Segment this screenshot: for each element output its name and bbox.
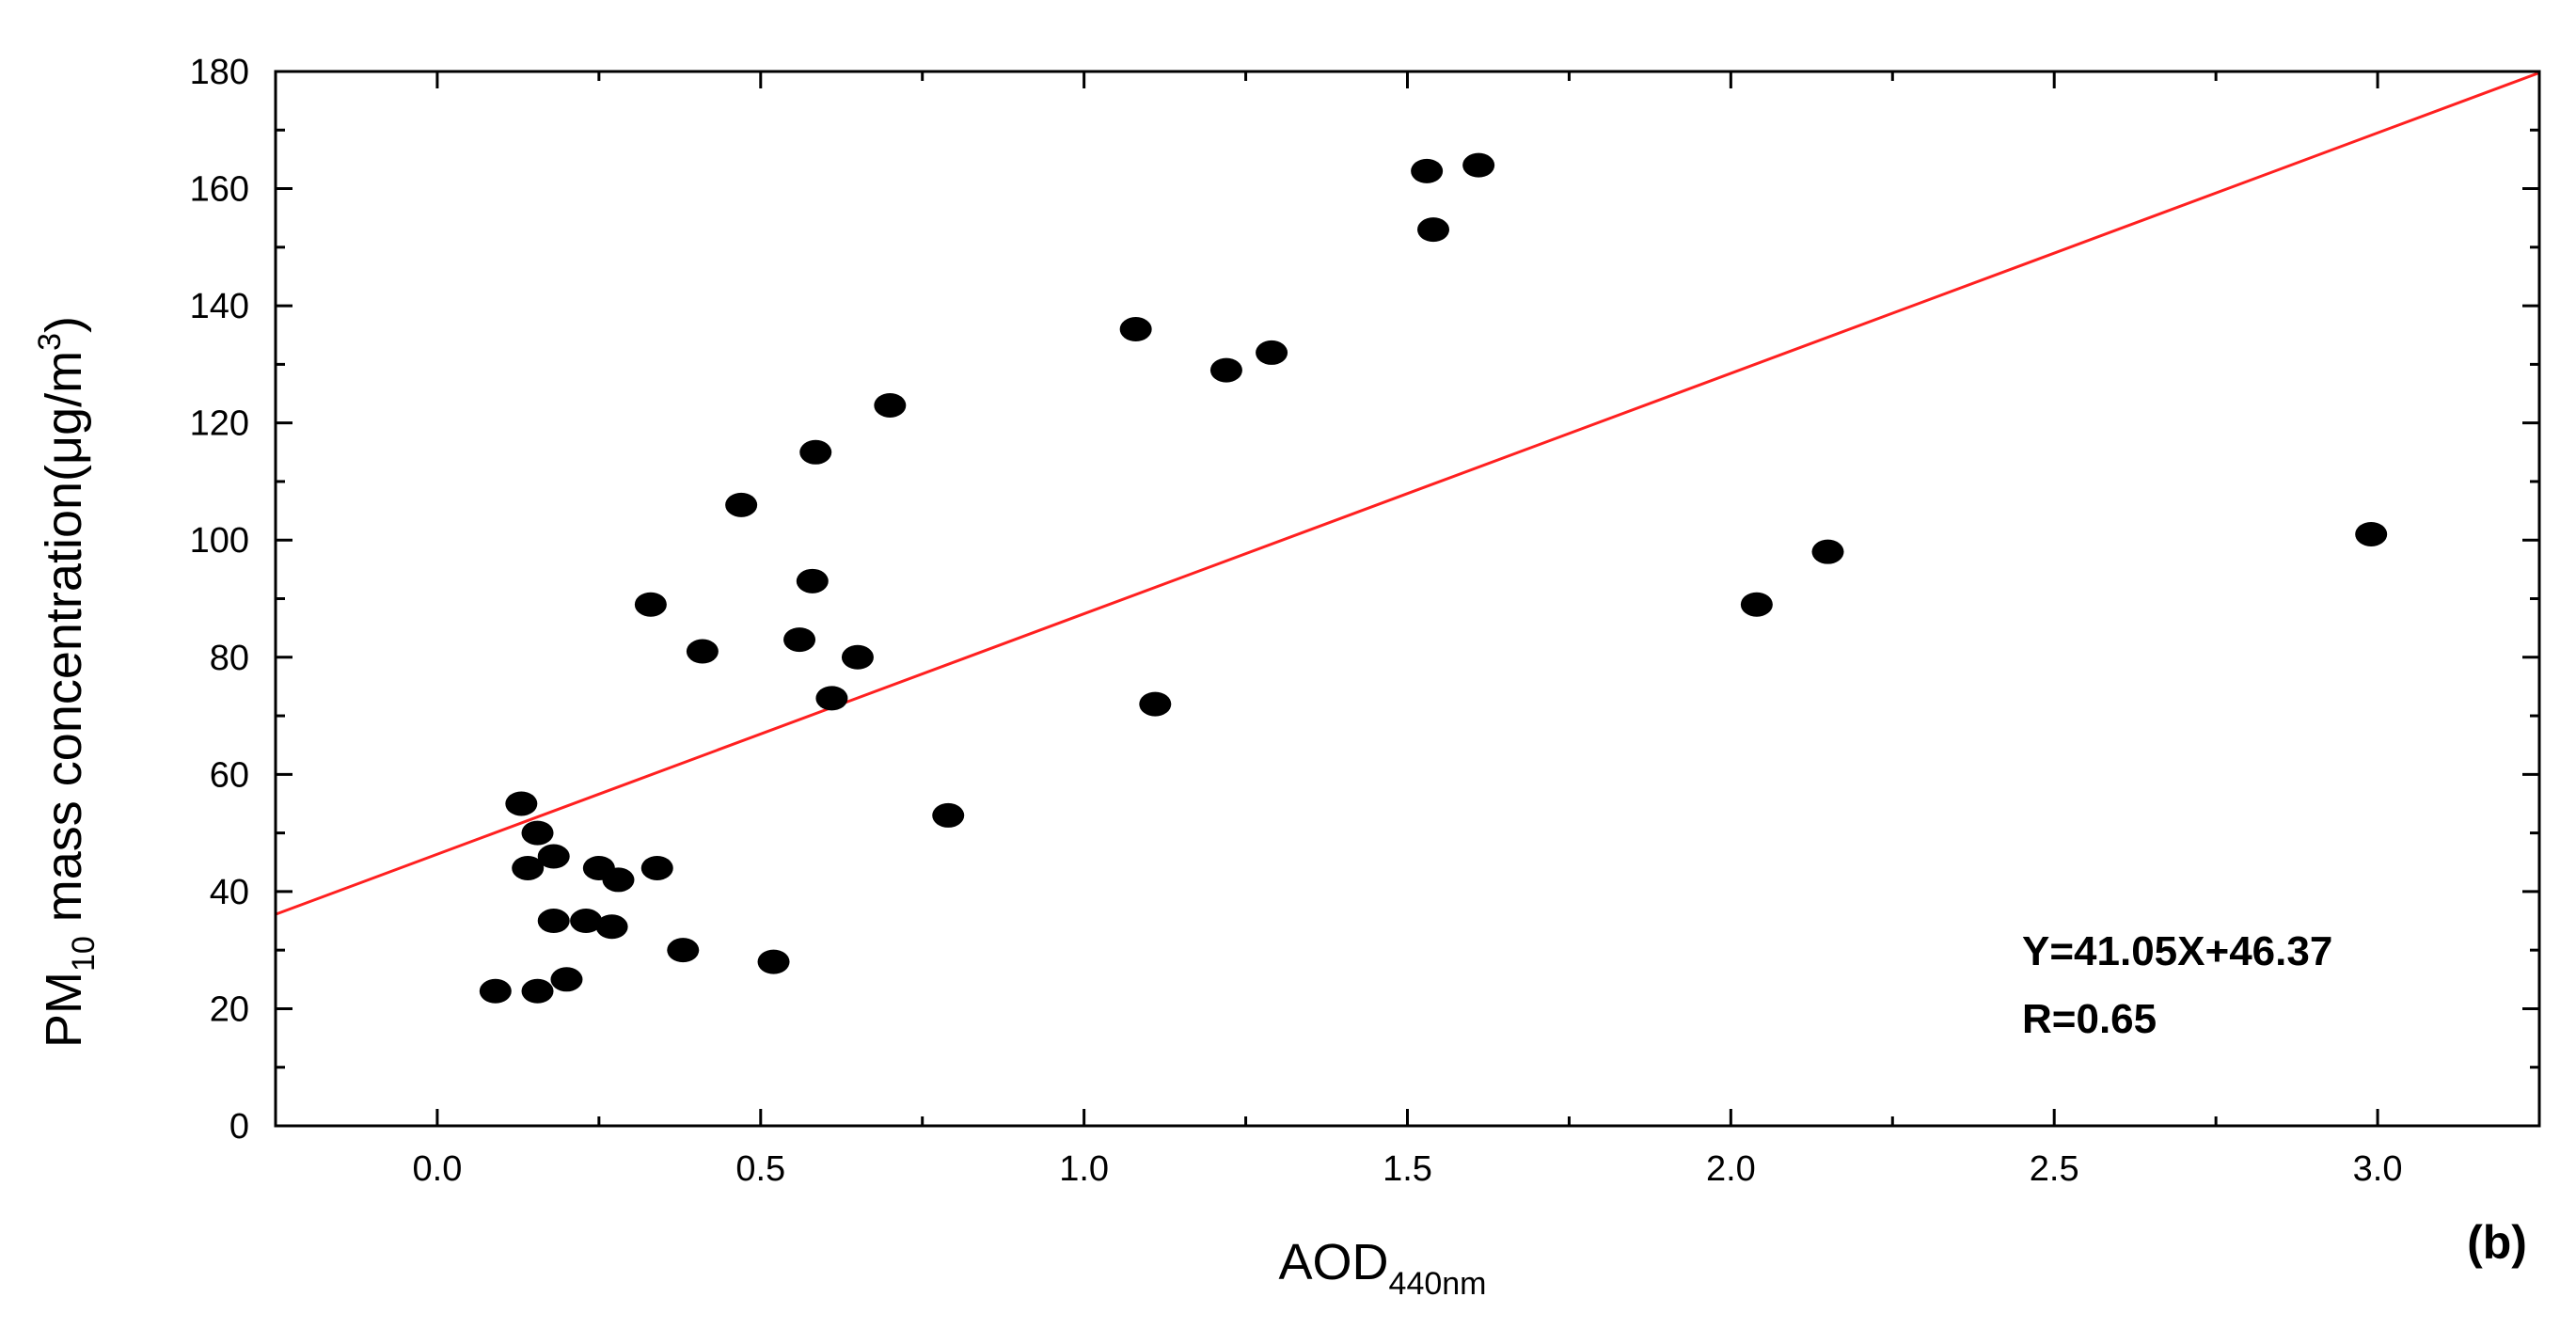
data-point	[1209, 357, 1242, 383]
y-tick-label: 120	[190, 404, 249, 444]
data-point	[932, 802, 965, 828]
data-point	[595, 914, 628, 940]
y-tick-label: 140	[190, 287, 249, 326]
y-tick-label: 20	[210, 989, 249, 1029]
y-axis-title-sup: 3	[32, 333, 68, 351]
data-point	[2355, 521, 2388, 546]
x-tick-label: 0.0	[413, 1149, 463, 1189]
data-point	[640, 855, 673, 880]
data-point	[874, 392, 907, 418]
y-axis-title-mid: mass concentration(μg/m	[36, 351, 92, 936]
data-point	[815, 686, 848, 711]
data-point	[570, 909, 603, 934]
data-point	[686, 639, 719, 664]
data-point	[550, 967, 583, 992]
data-point	[512, 855, 545, 880]
y-axis-title-post: )	[36, 316, 92, 333]
data-point	[537, 909, 570, 934]
data-point	[841, 644, 874, 670]
points-layer	[479, 152, 2388, 1004]
data-point	[1811, 539, 1844, 564]
y-axis-title: PM10 mass concentration(μg/m3)	[32, 316, 102, 1048]
y-axis-title-sub: 10	[66, 936, 102, 972]
data-point	[799, 439, 832, 465]
y-tick-label: 40	[210, 873, 249, 912]
data-point	[1740, 592, 1773, 617]
data-point	[1417, 217, 1450, 243]
x-tick-label: 0.5	[735, 1149, 785, 1189]
fit-line-layer	[275, 71, 2540, 916]
panel-label: (b)	[2467, 1216, 2527, 1269]
data-point	[479, 978, 512, 1004]
axes-layer: 0 20 40 60 80 100 120 140 160 180 0.0 0.5 1.0 1.5 2.0 2…	[190, 53, 2541, 1189]
x-tick-label: 2.0	[1706, 1149, 1756, 1189]
x-tick-label: 1.0	[1059, 1149, 1109, 1189]
data-point	[796, 568, 829, 593]
data-point	[1256, 340, 1288, 365]
data-point	[1462, 152, 1495, 178]
x-axis-title-main: AOD	[1279, 1234, 1389, 1290]
x-axis-title-sub: 440nm	[1389, 1266, 1487, 1302]
data-point	[602, 867, 635, 893]
correlation-coefficient: R=0.65	[2022, 996, 2157, 1042]
x-tick-label: 2.5	[2030, 1149, 2079, 1189]
data-point	[634, 592, 667, 617]
regression-line	[275, 71, 2540, 916]
data-point	[521, 820, 554, 846]
data-point	[725, 492, 758, 517]
data-point	[667, 938, 700, 963]
y-tick-label: 80	[210, 639, 249, 678]
y-axis-title-pre: PM	[36, 972, 92, 1048]
y-tick-label: 100	[190, 521, 249, 561]
data-point	[1119, 317, 1152, 342]
data-point	[1411, 158, 1444, 183]
regression-equation: Y=41.05X+46.37	[2022, 928, 2332, 974]
x-axis-title: AOD440nm	[1279, 1234, 1487, 1302]
y-tick-label: 180	[190, 53, 249, 92]
data-point	[537, 844, 570, 869]
data-point	[505, 791, 538, 816]
x-tick-label: 3.0	[2353, 1149, 2403, 1189]
data-point	[521, 978, 554, 1004]
y-tick-label: 60	[210, 755, 249, 795]
y-tick-label: 0	[229, 1107, 249, 1147]
x-tick-label: 1.5	[1383, 1149, 1432, 1189]
data-point	[757, 949, 790, 974]
data-point	[1139, 691, 1172, 717]
y-tick-label: 160	[190, 170, 249, 210]
data-point	[783, 627, 816, 653]
